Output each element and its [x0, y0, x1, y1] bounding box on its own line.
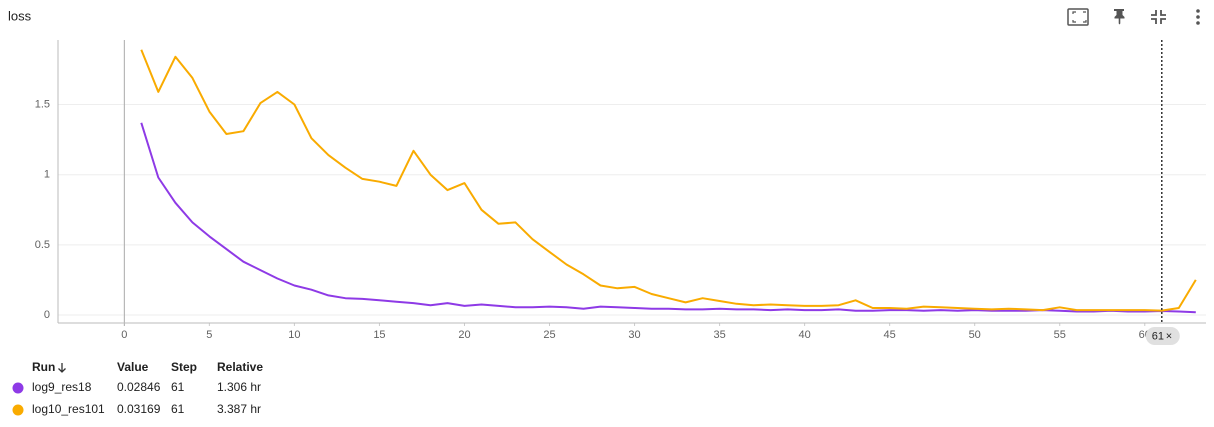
table-cell: 3.387 hr [217, 402, 261, 416]
table-cell: 0.02846 [117, 380, 161, 394]
table-cell: log10_res101 [32, 402, 105, 416]
more-button[interactable] [1196, 9, 1200, 25]
x-tick-label: 55 [1054, 329, 1066, 341]
table-cell: 61 [171, 402, 185, 416]
x-tick-label: 25 [543, 329, 555, 341]
run-table: Run Value Step Relative log9_res18 0.02846 61 1… [12, 360, 263, 416]
table-header[interactable]: Run [32, 360, 55, 374]
y-tick-label: 1 [44, 169, 50, 181]
hover-close[interactable]: × [1166, 330, 1172, 342]
run-color-dot [12, 382, 24, 394]
x-tick-label: 10 [288, 329, 300, 341]
fullscreen-button[interactable] [1067, 8, 1089, 26]
grid: 00.511.50 5 10 15 20 25 30 35 40 45 50 55 60 [35, 40, 1206, 341]
table-cell: 1.306 hr [217, 380, 261, 394]
table-header: Relative [217, 360, 263, 374]
pin-button[interactable] [1114, 9, 1125, 25]
run-color-dot [12, 404, 24, 416]
plot-area [140, 49, 1197, 314]
x-tick-label: 15 [373, 329, 385, 341]
hover-step-label: 61 [1152, 330, 1164, 342]
x-tick-label: 40 [799, 329, 811, 341]
y-tick-label: 0.5 [35, 239, 50, 251]
x-tick-label: 50 [969, 329, 981, 341]
collapse-button[interactable] [1151, 10, 1166, 24]
table-header: Value [117, 360, 149, 374]
table-header: Step [171, 360, 197, 374]
hover-indicator: 61 × [1145, 40, 1180, 345]
hover-badge [1145, 327, 1180, 345]
panel-title: loss [8, 8, 32, 23]
x-tick-label: 35 [713, 329, 725, 341]
x-tick-label: 45 [884, 329, 896, 341]
y-tick-label: 0 [44, 309, 50, 321]
x-tick-label: 30 [628, 329, 640, 341]
x-tick-label: 20 [458, 329, 470, 341]
x-tick-label: 0 [121, 329, 127, 341]
sort-arrow [58, 363, 66, 373]
table-cell: log9_res18 [32, 380, 92, 394]
x-tick-label: 5 [206, 329, 212, 341]
y-tick-label: 1.5 [35, 98, 50, 110]
table-cell: 61 [171, 380, 185, 394]
series-line [140, 122, 1196, 314]
series-line [140, 49, 1197, 312]
table-cell: 0.03169 [117, 402, 161, 416]
